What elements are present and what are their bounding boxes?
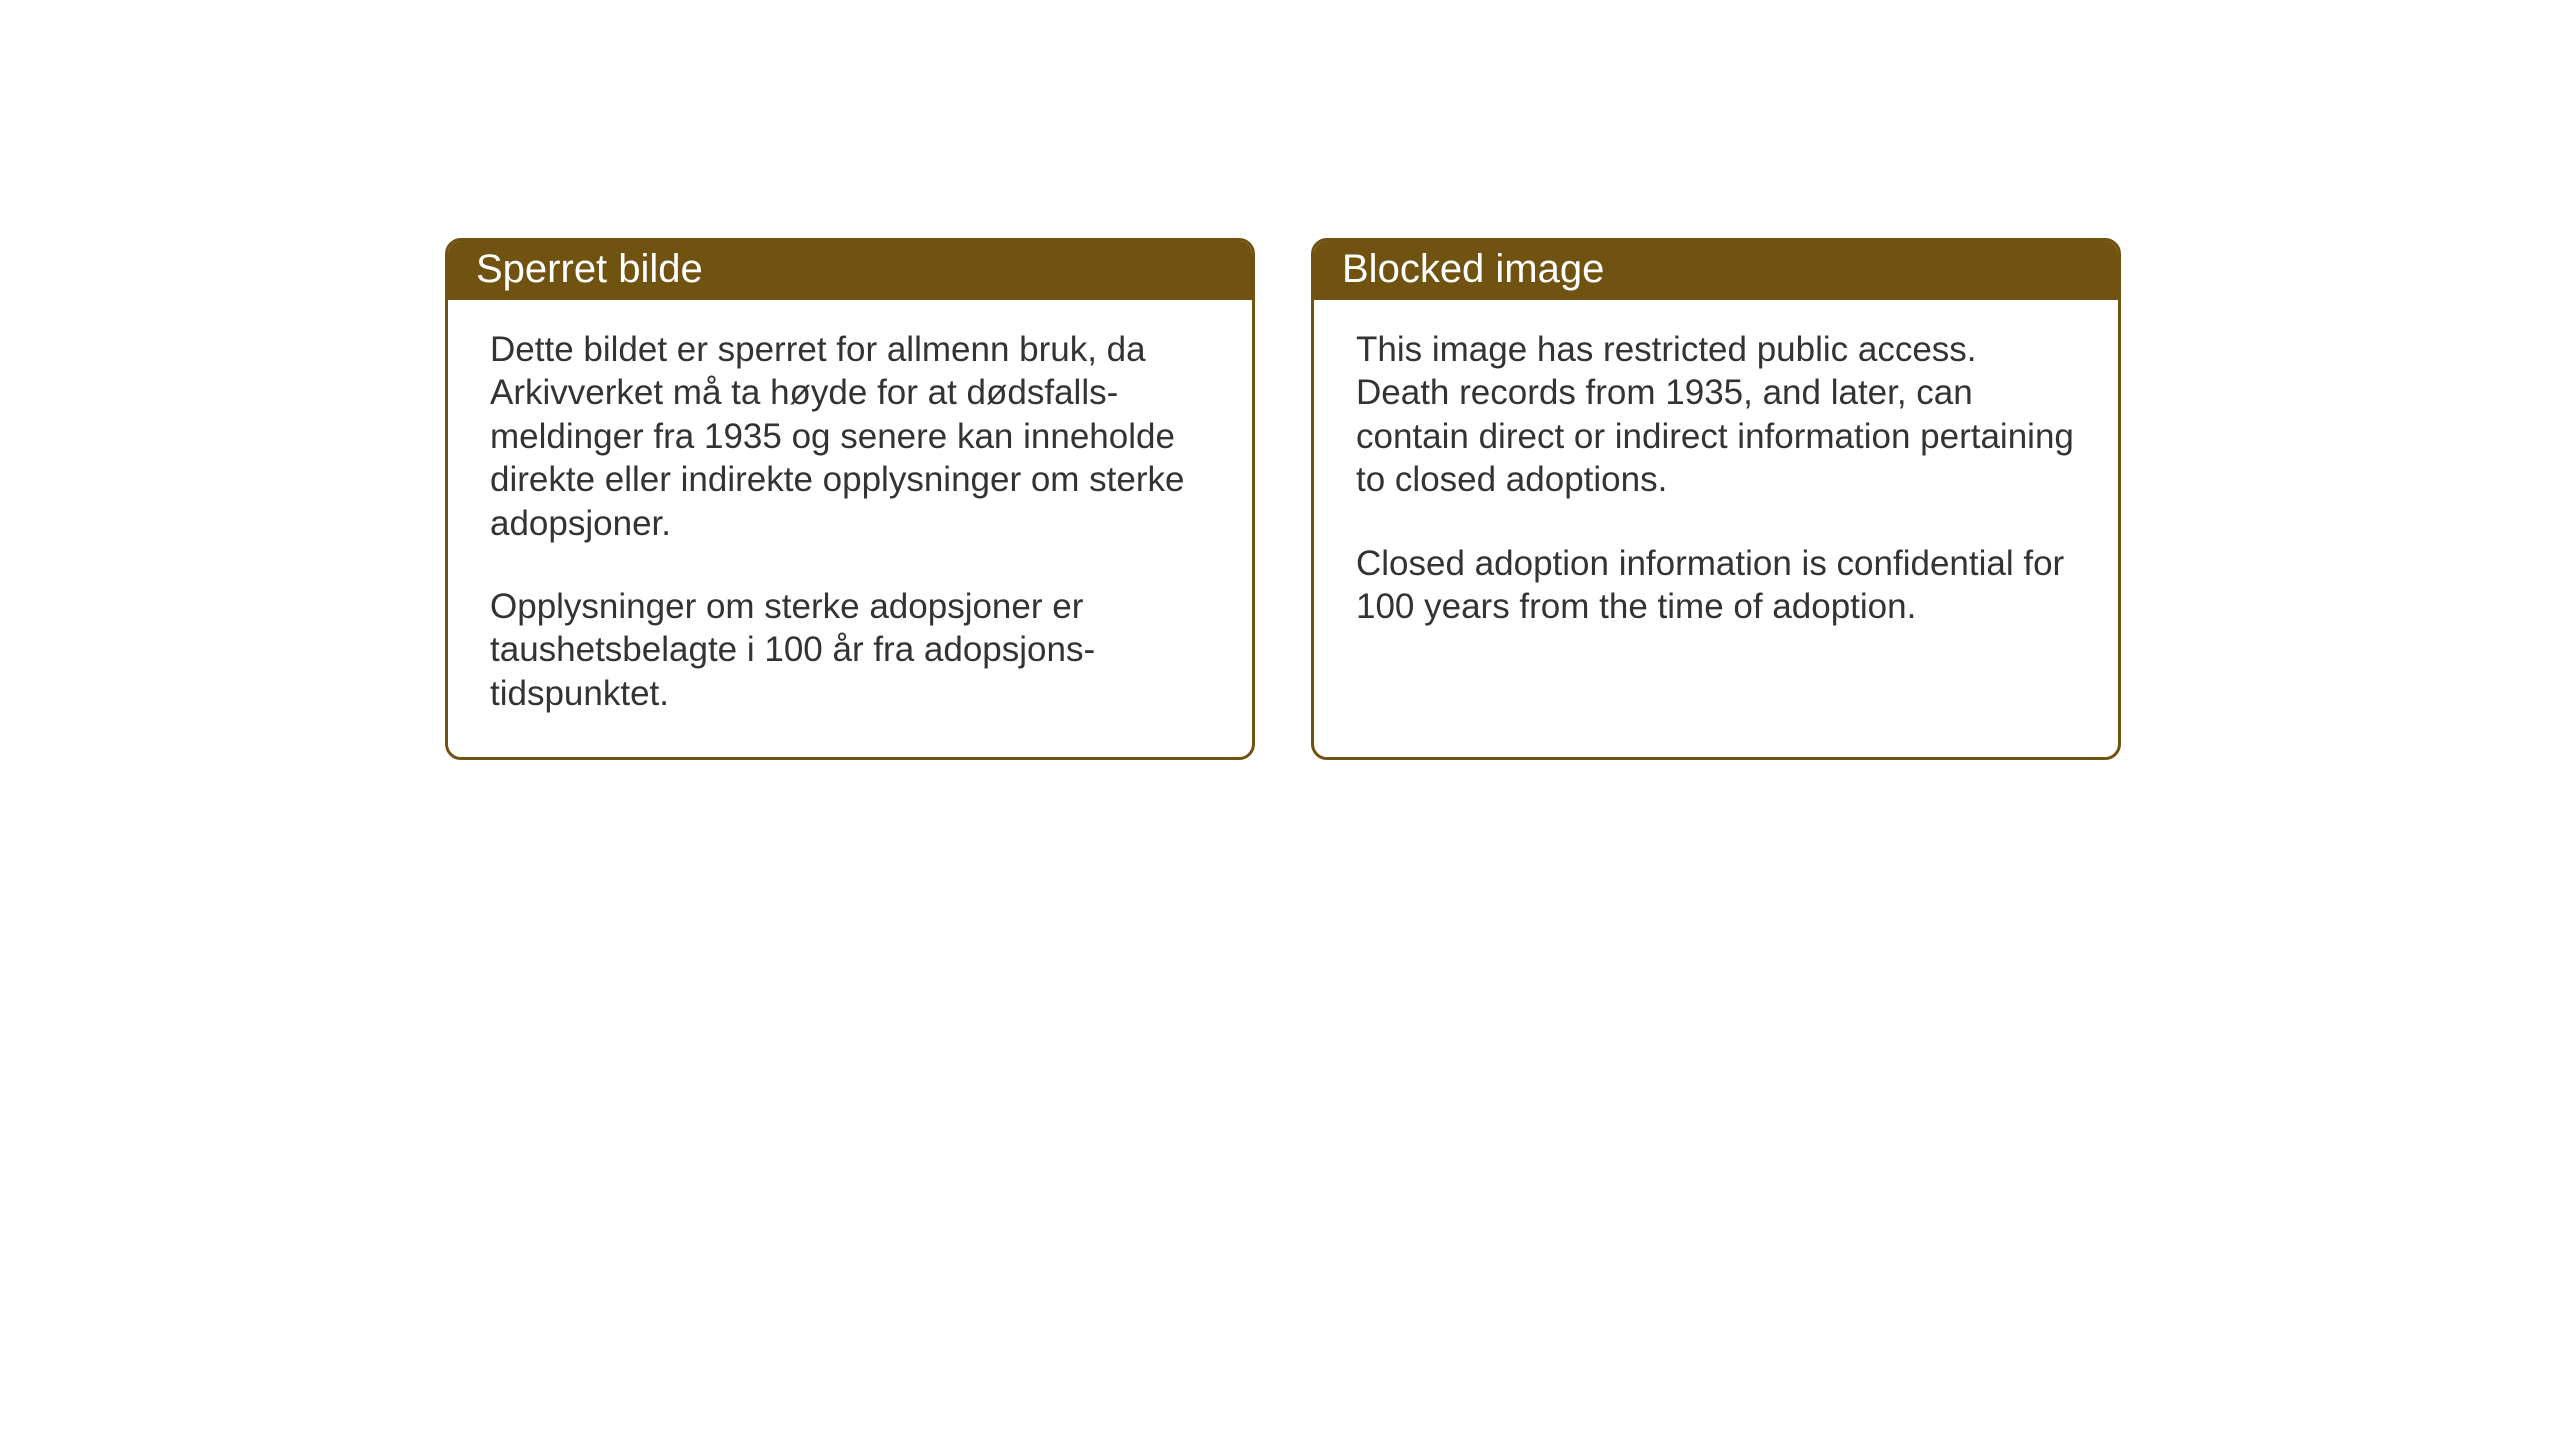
card-body-norwegian: Dette bildet er sperret for allmenn bruk… xyxy=(448,300,1252,757)
card-body-english: This image has restricted public access.… xyxy=(1314,300,2118,746)
card-header-english: Blocked image xyxy=(1314,241,2118,300)
notice-container: Sperret bilde Dette bildet er sperret fo… xyxy=(0,0,2560,760)
card-title: Blocked image xyxy=(1342,247,1604,291)
notice-card-norwegian: Sperret bilde Dette bildet er sperret fo… xyxy=(445,238,1255,760)
notice-card-english: Blocked image This image has restricted … xyxy=(1311,238,2121,760)
notice-paragraph: Dette bildet er sperret for allmenn bruk… xyxy=(490,328,1210,545)
notice-paragraph: Opplysninger om sterke adopsjoner er tau… xyxy=(490,585,1210,715)
notice-paragraph: Closed adoption information is confident… xyxy=(1356,542,2076,629)
card-title: Sperret bilde xyxy=(476,247,703,291)
notice-paragraph: This image has restricted public access.… xyxy=(1356,328,2076,502)
card-header-norwegian: Sperret bilde xyxy=(448,241,1252,300)
